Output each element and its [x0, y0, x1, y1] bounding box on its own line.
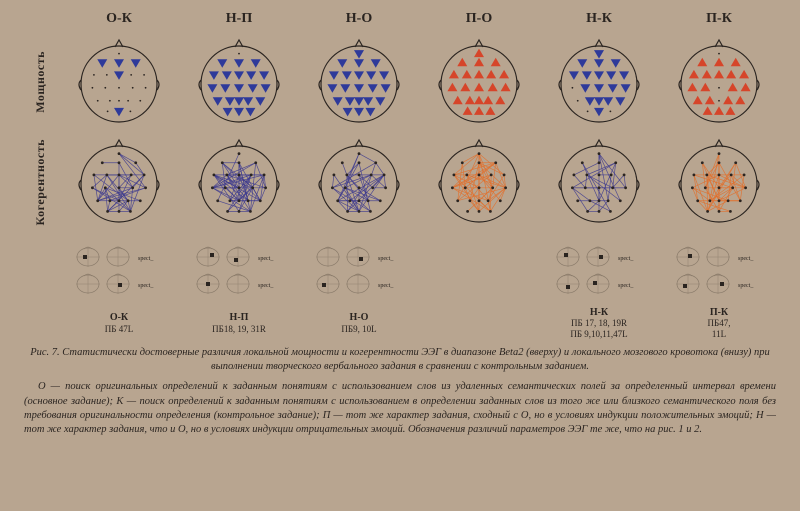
col-header-PO: П-О — [422, 11, 536, 27]
svg-text:spect_: spect_ — [738, 283, 754, 289]
svg-text:spect_: spect_ — [618, 283, 634, 289]
power-map-PK — [662, 38, 776, 126]
col-header-OK: О-К — [62, 11, 176, 27]
coherence-map-PK — [662, 138, 776, 226]
col-header-PK: П-К — [662, 11, 776, 27]
power-map-NK — [542, 38, 656, 126]
spect-panel-PK: spect_ spect_ — [662, 244, 776, 297]
svg-text:spect_: spect_ — [258, 283, 274, 289]
svg-text:spect_: spect_ — [138, 283, 154, 289]
svg-text:spect_: spect_ — [258, 256, 274, 262]
svg-text:spect_: spect_ — [618, 256, 634, 262]
row-label-coherence: Когерентность — [33, 139, 48, 226]
figure-caption-title: Рис. 7. Статистически достоверные различ… — [24, 346, 776, 374]
footer-NO: Н-ОПБ9, 10L — [302, 312, 416, 334]
coherence-map-NK — [542, 138, 656, 226]
footer-PK: П-КПБ47,11L — [662, 307, 776, 339]
power-map-OK — [62, 38, 176, 126]
footer-OK: О-КПБ 47L — [62, 312, 176, 334]
col-header-NO: Н-О — [302, 11, 416, 27]
svg-text:spect_: spect_ — [378, 283, 394, 289]
coherence-map-OK — [62, 138, 176, 226]
power-map-NP — [182, 38, 296, 126]
footer-NP: Н-ППБ18, 19, 31R — [182, 312, 296, 334]
power-map-NO — [302, 38, 416, 126]
row-label-power: Мощность — [33, 51, 48, 113]
footer-NK: Н-КПБ 17, 18, 19RПБ 9,10,11,47L — [542, 307, 656, 339]
coherence-map-NO — [302, 138, 416, 226]
spect-panel-OK: spect_ spect_ — [62, 244, 176, 297]
coherence-map-NP — [182, 138, 296, 226]
svg-text:spect_: spect_ — [138, 256, 154, 262]
col-header-NP: Н-П — [182, 11, 296, 27]
svg-text:spect_: spect_ — [738, 256, 754, 262]
coherence-map-PO — [422, 138, 536, 226]
spect-panel-NK: spect_ spect_ — [542, 244, 656, 297]
figure-caption-body: О — поиск оригинальных определений к зад… — [24, 380, 776, 437]
col-header-NK: Н-К — [542, 11, 656, 27]
spect-panel-NP: spect_ spect_ — [182, 244, 296, 297]
spect-panel-NO: spect_ spect_ — [302, 244, 416, 297]
svg-text:spect_: spect_ — [378, 256, 394, 262]
power-map-PO — [422, 38, 536, 126]
